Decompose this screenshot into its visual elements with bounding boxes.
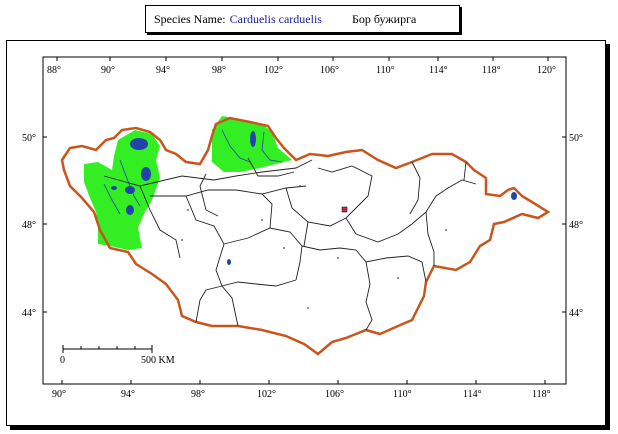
left-latitude-labels: 50° 48° 44° (22, 133, 36, 319)
top-lon-label: 102° (264, 65, 283, 76)
top-lon-label: 110° (376, 65, 395, 76)
settlement-dots (181, 185, 447, 309)
lake (511, 192, 517, 200)
left-lat-label: 50° (22, 133, 36, 144)
bottom-ticks (61, 380, 546, 384)
right-lat-label: 48° (569, 220, 583, 231)
bottom-lon-label: 118° (532, 389, 551, 400)
top-lon-label: 118° (482, 65, 501, 76)
species-label: Species Name: (154, 11, 226, 26)
lake (126, 205, 134, 215)
top-lon-label: 106° (320, 65, 339, 76)
bottom-lon-label: 102° (257, 389, 276, 400)
top-lon-label: 88° (47, 65, 61, 76)
bottom-lon-label: 106° (325, 389, 344, 400)
rivers (103, 129, 283, 215)
lake (111, 186, 117, 190)
right-lat-label: 44° (569, 308, 583, 319)
bottom-lon-label: 114° (463, 389, 482, 400)
right-latitude-labels: 50° 48° 44° (569, 133, 583, 319)
scale-end-label: 500 KM (141, 355, 175, 366)
top-lon-label: 98° (212, 65, 226, 76)
lakes (111, 131, 517, 265)
top-lon-label: 90° (101, 65, 115, 76)
aimag-boundaries (103, 157, 477, 331)
lake (130, 138, 148, 150)
right-lat-label: 50° (569, 133, 583, 144)
top-lon-label: 94° (156, 65, 170, 76)
map-inner-border (42, 56, 567, 385)
left-lat-label: 48° (22, 220, 36, 231)
bottom-lon-label: 94° (121, 389, 135, 400)
lake (125, 186, 135, 194)
lake (141, 167, 151, 181)
left-lat-label: 44° (22, 308, 36, 319)
species-local-name: Бор бужирга (351, 11, 417, 26)
capital-marker (341, 206, 348, 213)
bottom-lon-label: 98° (191, 389, 205, 400)
bottom-lon-label: 90° (52, 389, 66, 400)
bottom-longitude-labels: 90° 94° 98° 102° 106° 110° 114° 118° (52, 389, 551, 400)
bottom-lon-label: 110° (393, 389, 412, 400)
lake (250, 131, 256, 147)
species-title-box: Species Name: Carduelis carduelis Бор бу… (145, 5, 460, 33)
lake (227, 259, 231, 265)
top-ticks (56, 57, 549, 61)
scale-start-label: 0 (60, 355, 65, 366)
top-lon-label: 114° (429, 65, 448, 76)
side-ticks (43, 136, 566, 313)
species-scientific-name: Carduelis carduelis (229, 11, 322, 26)
scale-bar (62, 345, 153, 353)
top-longitude-labels: 88° 90° 94° 98° 102° 106° 110° 114° 118°… (47, 65, 556, 76)
range-area-west (84, 130, 160, 250)
top-lon-label: 120° (537, 65, 556, 76)
